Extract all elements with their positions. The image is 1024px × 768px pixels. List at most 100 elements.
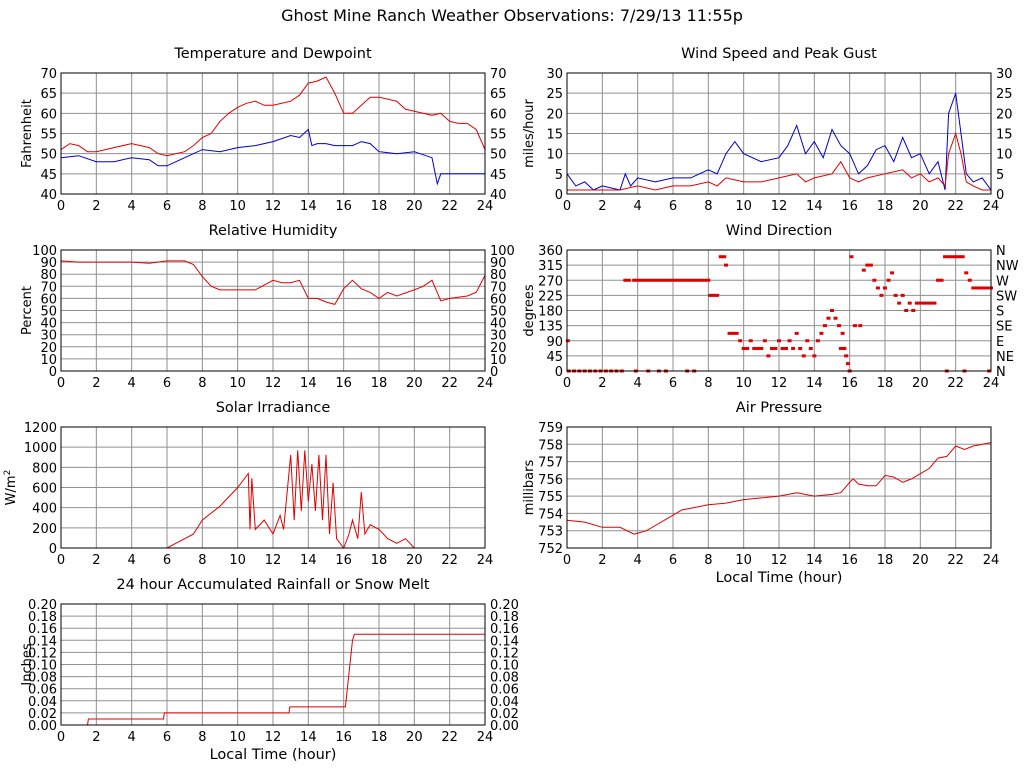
rain-right-tick: 0.20 — [490, 598, 519, 613]
rain-title: 24 hour Accumulated Rainfall or Snow Mel… — [116, 577, 429, 593]
page-title: Ghost Mine Ranch Weather Observations: 7… — [281, 6, 743, 25]
rh-x-tick: 4 — [128, 376, 136, 391]
wdir-point — [715, 293, 720, 297]
wdir-point — [840, 331, 845, 335]
wdir-point — [649, 278, 654, 282]
wdir-title: Wind Direction — [726, 223, 833, 239]
temp-x-tick: 14 — [300, 199, 317, 214]
wdir-point — [787, 339, 792, 343]
solar-title: Solar Irradiance — [216, 400, 331, 416]
wdir-right-tick: NE — [996, 350, 1014, 365]
rh-title: Relative Humidity — [209, 223, 338, 239]
wdir-point — [833, 316, 838, 320]
temp-x-tick: 16 — [335, 199, 352, 214]
solar-x-tick: 14 — [300, 553, 317, 568]
wind-y-tick: 30 — [546, 67, 563, 82]
wdir-point — [928, 301, 933, 305]
wdir-point — [879, 293, 884, 297]
wdir-point — [819, 331, 824, 335]
wdir-point — [695, 278, 700, 282]
wdir-point — [837, 324, 842, 328]
wdir-point — [688, 278, 693, 282]
rain-x-tick: 24 — [477, 730, 494, 745]
rain-y-tick: 0.12 — [28, 646, 57, 661]
temp-x-tick: 2 — [92, 199, 100, 214]
wind-x-tick: 16 — [841, 199, 858, 214]
temp-right-tick: 65 — [490, 87, 507, 102]
wdir-point — [890, 271, 895, 275]
wdir-point — [849, 255, 854, 259]
rain-ylabel: Inches — [20, 643, 35, 685]
wdir-point — [852, 324, 857, 328]
pressure-x-tick: 22 — [947, 553, 964, 568]
wind-x-tick: 2 — [598, 199, 606, 214]
wdir-point — [722, 255, 727, 259]
wdir-point — [815, 339, 820, 343]
wdir-point — [946, 255, 951, 259]
rain-right-tick: 0.02 — [490, 707, 519, 722]
rain-right-tick: 0.14 — [490, 634, 519, 649]
rain-frame — [60, 603, 486, 726]
wdir-right-tick: SW — [996, 289, 1017, 304]
wdir-point — [766, 354, 771, 358]
wdir-point — [741, 346, 746, 350]
solar-x-tick: 16 — [335, 553, 352, 568]
solar-x-tick: 22 — [441, 553, 458, 568]
wdir-x-tick: 18 — [877, 376, 894, 391]
rh-y-tick: 30 — [40, 329, 57, 344]
wdir-point — [939, 278, 944, 282]
wdir-point — [943, 255, 948, 259]
rh-right-tick: 10 — [490, 353, 507, 368]
wdir-point — [748, 339, 753, 343]
rain-x-tick: 16 — [335, 730, 352, 745]
pressure-frame — [566, 426, 992, 549]
wdir-point — [711, 293, 716, 297]
wdir-point — [685, 278, 690, 282]
wdir-point — [886, 278, 891, 282]
wdir-y-tick: 315 — [538, 259, 563, 274]
rain-x-tick: 8 — [198, 730, 206, 745]
temp-y-tick: 40 — [40, 188, 57, 203]
wind-x-tick: 14 — [806, 199, 823, 214]
wdir-point — [985, 286, 990, 290]
wdir-point — [861, 268, 866, 272]
wdir-y-tick: 180 — [538, 305, 563, 320]
wind-right-tick: 10 — [996, 148, 1013, 163]
pressure-xlabel: Local Time (hour) — [716, 570, 843, 586]
temp-right-tick: 40 — [490, 188, 507, 203]
wind-y-tick: 15 — [546, 128, 563, 143]
rh-ylabel: Percent — [20, 286, 35, 335]
wind-x-tick: 8 — [704, 199, 712, 214]
wdir-point — [914, 301, 919, 305]
wdir-point — [838, 346, 843, 350]
solar-y-tick: 400 — [32, 502, 57, 517]
temp-right-tick: 60 — [490, 107, 507, 122]
wdir-point — [872, 278, 877, 282]
wdir-point — [865, 263, 870, 267]
wdir-y-tick: 225 — [538, 289, 563, 304]
rh-right-tick: 100 — [490, 244, 515, 259]
rain-right-tick: 0.04 — [490, 695, 519, 710]
rh-x-tick: 2 — [92, 376, 100, 391]
wdir-y-tick: 90 — [546, 335, 563, 350]
wind-series-0 — [566, 93, 992, 191]
solar-y-tick: 200 — [32, 522, 57, 537]
rh-y-tick: 0 — [49, 365, 57, 380]
pressure-x-tick: 20 — [912, 553, 929, 568]
solar-frame — [60, 426, 486, 549]
temp-x-tick: 6 — [163, 199, 171, 214]
wdir-y-tick: 45 — [546, 350, 563, 365]
wdir-x-tick: 0 — [563, 376, 571, 391]
rain-x-tick: 0 — [57, 730, 65, 745]
rh-right-tick: 60 — [490, 292, 507, 307]
wdir-x-tick: 12 — [771, 376, 788, 391]
rh-x-tick: 6 — [163, 376, 171, 391]
wdir-point — [635, 278, 640, 282]
wdir-x-tick: 22 — [947, 376, 964, 391]
rh-x-tick: 16 — [335, 376, 352, 391]
rh-x-tick: 24 — [477, 376, 494, 391]
solar-y-tick: 800 — [32, 461, 57, 476]
wind-x-tick: 22 — [947, 199, 964, 214]
wdir-point — [646, 278, 651, 282]
